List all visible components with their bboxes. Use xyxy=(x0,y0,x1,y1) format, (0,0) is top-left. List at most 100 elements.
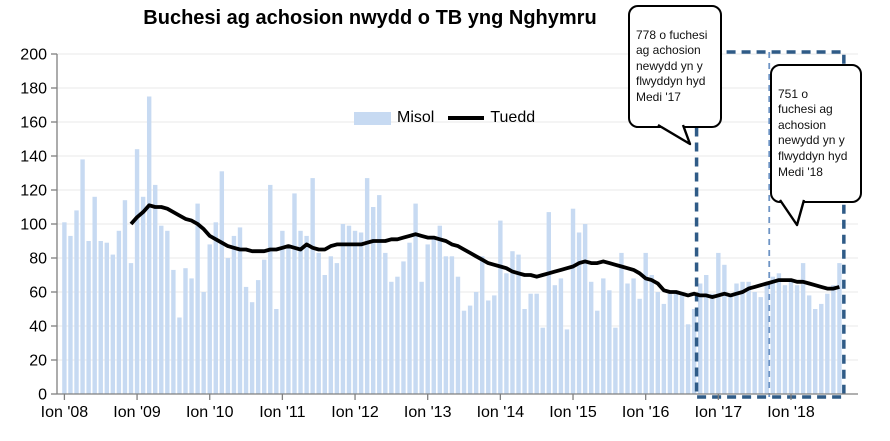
callout-medi-17-text: 778 o fuchesi ag achosion newydd yn y fl… xyxy=(636,27,708,104)
x-tick-label: Ion '14 xyxy=(477,404,525,421)
y-tick-label: 0 xyxy=(38,387,47,404)
bar xyxy=(213,222,218,394)
callout-tail-icon xyxy=(657,123,692,146)
bar xyxy=(704,275,709,394)
x-tick-label: Ion '17 xyxy=(695,404,743,421)
y-tick-label: 140 xyxy=(20,149,47,166)
bar xyxy=(631,278,636,394)
bar xyxy=(292,193,297,394)
bar xyxy=(467,305,473,394)
bar xyxy=(171,269,176,394)
x-tick-label: Ion '10 xyxy=(186,404,234,421)
bar xyxy=(110,254,116,394)
bar xyxy=(504,273,509,394)
bar xyxy=(334,263,340,394)
bar xyxy=(540,327,545,394)
y-tick-label: 80 xyxy=(29,251,47,268)
legend: Misol Tuedd xyxy=(354,109,535,127)
bar xyxy=(262,259,267,394)
bar xyxy=(697,283,703,394)
bar xyxy=(613,327,618,394)
bar xyxy=(546,212,551,394)
chart-title: Buchesi ag achosion nwydd o TB yng Nghym… xyxy=(143,7,597,29)
bar xyxy=(479,256,485,394)
bar xyxy=(534,293,539,394)
bar xyxy=(219,171,225,394)
bar xyxy=(625,283,630,394)
x-tick-label: Ion '18 xyxy=(767,404,815,421)
bar xyxy=(552,285,558,394)
y-tick-label: 160 xyxy=(20,115,47,132)
callout-medi-18: 751 o fuchesi ag achosion newydd yn y fl… xyxy=(770,64,862,226)
legend-label-tuedd: Tuedd xyxy=(490,109,536,126)
y-tick-label: 60 xyxy=(29,285,47,302)
bar xyxy=(788,281,794,394)
bar xyxy=(776,273,782,394)
bar xyxy=(328,256,334,394)
bar xyxy=(122,200,128,394)
bar xyxy=(413,203,418,394)
bar xyxy=(831,285,836,394)
bar xyxy=(377,195,382,394)
bar xyxy=(401,261,406,394)
x-tick-label: Ion '11 xyxy=(259,404,305,421)
bar xyxy=(819,303,824,394)
y-tick-label: 20 xyxy=(29,353,47,370)
bar xyxy=(383,252,388,394)
bar xyxy=(782,285,788,394)
bar xyxy=(528,293,533,394)
bar xyxy=(825,293,830,394)
bar xyxy=(758,297,763,394)
bar xyxy=(189,278,194,394)
bar xyxy=(673,293,679,394)
bar xyxy=(619,252,624,394)
bar xyxy=(443,256,449,394)
bar xyxy=(407,242,412,394)
bar xyxy=(607,290,612,394)
bar xyxy=(165,230,170,394)
bar xyxy=(92,196,97,394)
bar-swatch-icon xyxy=(354,111,391,125)
bar xyxy=(643,252,648,394)
x-tick-label: Ion '13 xyxy=(404,404,452,421)
bar xyxy=(473,292,479,394)
bar xyxy=(576,232,582,394)
bar xyxy=(637,298,642,394)
bar xyxy=(62,222,67,394)
bar xyxy=(68,235,73,394)
bar xyxy=(316,252,321,394)
bar xyxy=(752,292,757,394)
bar xyxy=(249,302,255,394)
bar xyxy=(764,281,769,394)
bar xyxy=(813,309,818,394)
x-tick-label: Ion '12 xyxy=(331,404,379,421)
bar xyxy=(322,275,327,394)
bar xyxy=(740,281,745,394)
bar xyxy=(691,309,697,394)
bar xyxy=(449,256,455,394)
bar xyxy=(661,303,667,394)
bar xyxy=(286,244,291,394)
bar xyxy=(800,263,806,394)
bar xyxy=(310,178,315,394)
bar xyxy=(371,207,376,394)
bar xyxy=(140,196,146,394)
legend-item-misol: Misol xyxy=(354,109,434,127)
callout-medi-17: 778 o fuchesi ag achosion newydd yn y fl… xyxy=(628,5,722,146)
trend-line xyxy=(129,203,840,299)
bar xyxy=(486,300,491,394)
bar xyxy=(655,292,660,394)
bar xyxy=(364,178,370,394)
bar xyxy=(346,225,352,394)
y-tick-label: 120 xyxy=(20,183,47,200)
bar xyxy=(128,263,134,394)
bar xyxy=(492,295,497,394)
bar xyxy=(340,224,346,394)
bar xyxy=(649,275,654,394)
bar xyxy=(455,276,461,394)
x-tick-label: Ion '09 xyxy=(113,404,161,421)
bar xyxy=(237,227,243,394)
bar xyxy=(358,232,364,394)
